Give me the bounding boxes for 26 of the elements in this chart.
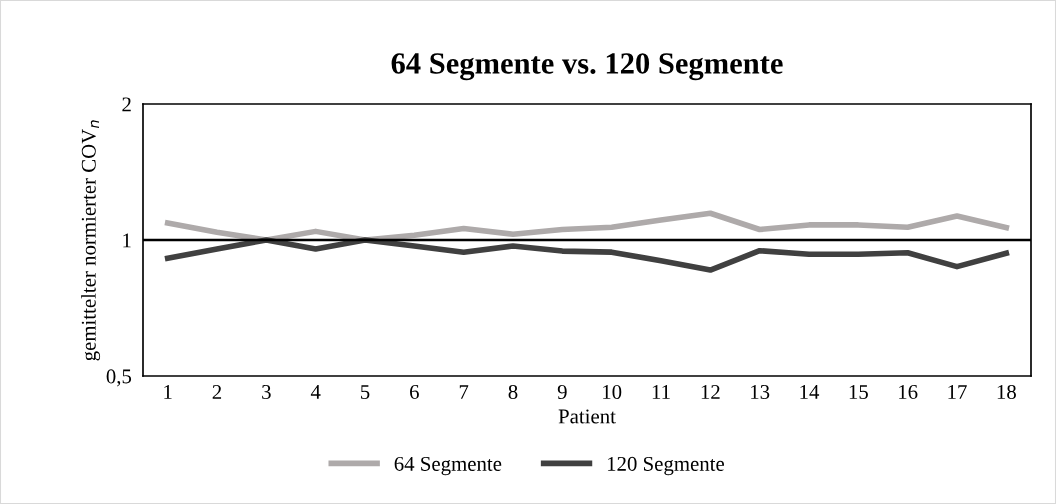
x-tick-label: 17 — [948, 385, 967, 399]
x-tick-label: 3 — [262, 384, 271, 399]
y-tick-label: 0,5 — [106, 369, 132, 387]
x-tick-label: 8 — [508, 384, 518, 399]
legend-label: 64 Segmente — [394, 456, 502, 476]
x-tick-label: 11 — [652, 385, 670, 399]
y-tick-label: 2 — [122, 97, 131, 112]
y-axis-title: gemittelter normierter COV$_{n}$ — [81, 120, 101, 361]
x-axis-title: Patient — [558, 409, 616, 424]
x-tick-label: 18 — [997, 384, 1016, 399]
x-tick-label: 5 — [361, 385, 370, 399]
x-tick-label: 9 — [557, 384, 567, 399]
x-tick-label: 13 — [751, 384, 770, 399]
x-tick-label: 2 — [212, 384, 222, 399]
x-tick-label: 10 — [603, 384, 622, 399]
x-tick-label: 12 — [701, 384, 720, 399]
x-tick-label: 14 — [800, 385, 820, 399]
x-tick-label: 16 — [899, 384, 918, 399]
x-tick-label: 7 — [459, 385, 469, 399]
y-tick-label: 1 — [123, 233, 131, 248]
x-tick-label: 15 — [849, 385, 868, 399]
x-tick-label: 1 — [164, 385, 172, 399]
x-tick-label: 4 — [310, 385, 321, 399]
legend-label: 120 Segmente — [607, 456, 725, 476]
chart-title: 64 Segmente vs. 120 Segmente — [391, 53, 783, 81]
x-tick-label: 6 — [410, 384, 419, 399]
